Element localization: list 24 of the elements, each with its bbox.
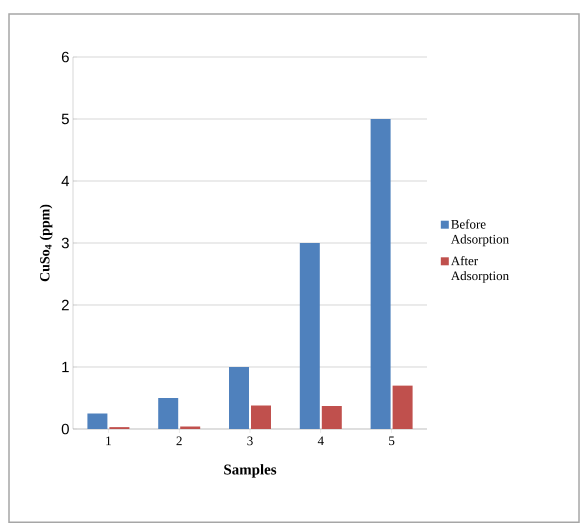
x-tick-label: 1 [106, 436, 111, 446]
y-tick-label: 1 [62, 362, 69, 372]
y-tick-label: 3 [62, 238, 69, 248]
x-axis-title: Samples [224, 464, 276, 478]
bar [370, 119, 391, 429]
bar [250, 405, 271, 429]
legend-label: After Adsorption [450, 256, 509, 283]
bar [229, 367, 250, 429]
x-tick-label: 4 [318, 436, 324, 446]
y-tick-label: 5 [62, 114, 69, 124]
y-tick-label: 4 [62, 176, 70, 186]
y-tick-label: 0 [62, 424, 69, 434]
y-axis-title: CuSo$_{4}$ (ppm) [40, 204, 52, 282]
bar [392, 386, 413, 429]
y-tick-label: 2 [62, 300, 69, 310]
y-tick-label: 6 [62, 52, 69, 62]
x-tick-label: 3 [247, 436, 253, 446]
bar [322, 406, 342, 429]
x-tick-label: 5 [389, 436, 394, 446]
legend-label: Before Adsorption [450, 219, 509, 246]
x-tick-label: 2 [176, 436, 182, 446]
bar [158, 398, 178, 429]
bar [87, 414, 108, 429]
bar [300, 243, 320, 429]
